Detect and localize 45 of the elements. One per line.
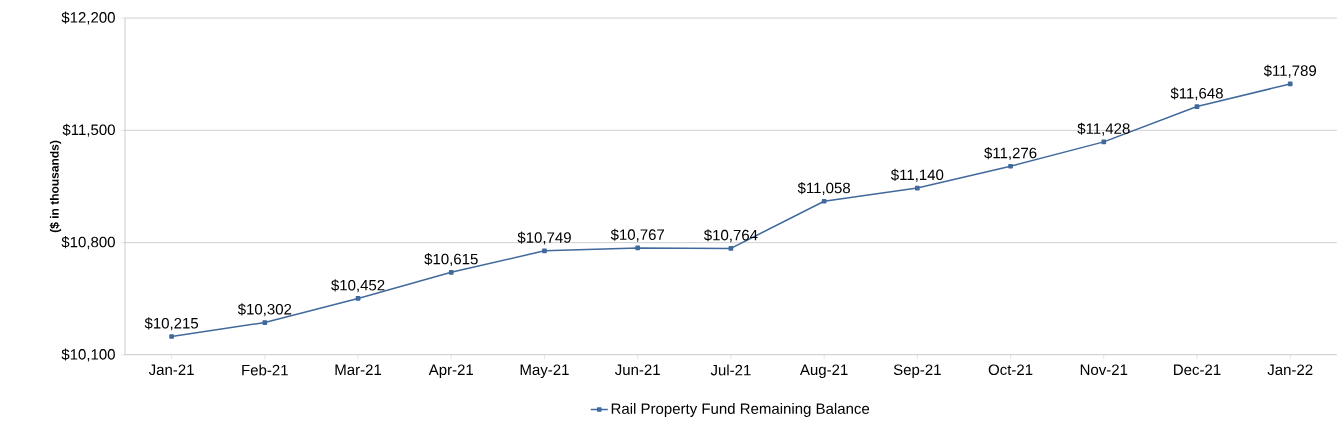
data-label: $10,764	[703, 229, 758, 243]
point	[1194, 104, 1200, 109]
y-tick-label: $10,800	[61, 236, 115, 250]
data-label: $10,615	[424, 253, 478, 267]
point	[542, 248, 547, 254]
x-tick-label: Mar-21	[335, 364, 382, 376]
x-tick-label: Aug-21	[799, 364, 848, 379]
point	[821, 198, 827, 204]
data-label: $11,276	[984, 147, 1037, 161]
data-label: $10,215	[144, 317, 199, 331]
y-axis-title: ($ in thousands)	[49, 140, 62, 233]
x-tick-label: Jan-21	[148, 364, 194, 376]
x-tick-label: Dec-21	[1174, 364, 1221, 376]
x-tick-label: Feb-21	[242, 364, 288, 376]
data-label: $10,452	[331, 279, 385, 293]
data-label: $11,140	[890, 168, 944, 182]
point	[635, 245, 641, 251]
point	[728, 246, 734, 251]
x-tick-label: Sep-21	[893, 364, 941, 379]
data-label: $11,058	[797, 182, 850, 196]
point	[169, 334, 174, 339]
data-label: $11,428	[1077, 122, 1130, 136]
y-tick-label: $11,500	[62, 123, 115, 137]
point	[1008, 163, 1013, 169]
y-tick-label: $10,100	[61, 348, 115, 362]
point	[262, 320, 268, 325]
data-label: $11,648	[1170, 87, 1223, 101]
x-tick-label: Apr-21	[428, 364, 474, 379]
data-label: $11,789	[1263, 64, 1317, 78]
y-tick-label: $12,200	[61, 11, 115, 25]
data-label: $10,767	[610, 228, 665, 242]
x-tick-label: Jun-21	[614, 364, 660, 376]
x-tick-label: Oct-21	[988, 364, 1033, 376]
point	[914, 185, 920, 191]
point	[448, 270, 454, 275]
x-tick-label: Jan-22	[1267, 364, 1313, 376]
x-tick-label: May-21	[520, 364, 569, 379]
x-tick-label: Nov-21	[1080, 364, 1128, 376]
data-label: $10,749	[517, 231, 571, 245]
data-label: $10,302	[237, 303, 292, 317]
legend-label: Rail Property Fund Remaining Balance	[611, 402, 870, 417]
point	[1101, 139, 1107, 145]
x-tick-label: Jul-21	[710, 364, 751, 376]
point	[355, 296, 361, 301]
point	[1287, 81, 1293, 87]
